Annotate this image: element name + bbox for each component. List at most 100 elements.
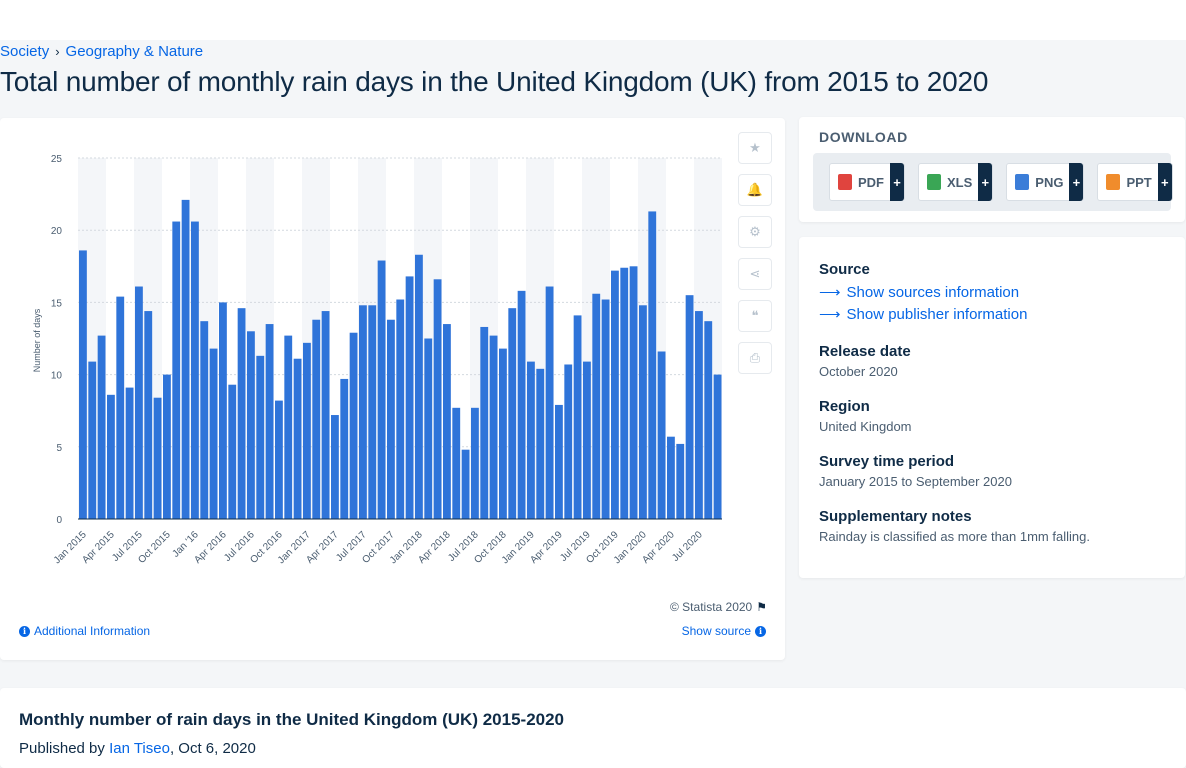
bar [191, 221, 199, 519]
bar [583, 361, 591, 519]
print-icon[interactable]: ⎙ [738, 342, 772, 374]
bar [172, 221, 181, 519]
breadcrumb-geography-link[interactable]: Geography & Nature [65, 43, 204, 60]
download-pdf-button[interactable]: PDF + [829, 163, 905, 201]
bar [648, 211, 657, 519]
show-publisher-label: Show publisher information [846, 305, 1028, 323]
show-source-link[interactable]: Show source i [682, 624, 766, 638]
bar [340, 378, 349, 519]
bar [620, 267, 629, 519]
download-buttons: PDF + XLS + PNG + PPT + [813, 153, 1173, 211]
settings-icon[interactable]: ⚙ [738, 216, 772, 248]
bar [592, 293, 601, 519]
bar [555, 404, 563, 519]
download-label: PPT [1126, 174, 1152, 190]
info-icon: i [19, 625, 30, 637]
release-section: Release date October 2020 [819, 343, 911, 379]
region-value: United Kingdom [819, 419, 912, 434]
bar [471, 407, 479, 519]
download-ppt-button[interactable]: PPT + [1097, 163, 1173, 201]
xls-file-icon [927, 174, 941, 190]
share-icon[interactable]: ⋖ [738, 258, 772, 290]
survey-heading: Survey time period [819, 453, 955, 470]
bar [321, 311, 330, 519]
bar [312, 319, 321, 519]
bar [256, 355, 265, 519]
bar [387, 319, 395, 519]
favorite-icon[interactable]: ★ [738, 132, 772, 164]
bar [611, 270, 619, 519]
bar [639, 305, 647, 519]
bar [265, 324, 274, 519]
bar [293, 358, 302, 519]
breadcrumb-separator: › [55, 44, 60, 59]
publication-date: , Oct 6, 2020 [169, 740, 256, 757]
bar [704, 321, 713, 519]
survey-value: January 2015 to September 2020 [819, 474, 1012, 489]
release-heading: Release date [819, 343, 911, 360]
show-publisher-link[interactable]: ⟶ Show publisher information [819, 305, 1028, 324]
pdf-file-icon [838, 174, 852, 190]
source-panel: Source ⟶ Show sources information ⟶ Show… [799, 237, 1185, 578]
bell-icon[interactable]: 🔔 [738, 174, 772, 206]
bar [676, 443, 685, 519]
download-label: PDF [858, 174, 884, 190]
bar [499, 348, 507, 519]
download-xls-button[interactable]: XLS + [918, 163, 994, 201]
bar [116, 296, 125, 519]
chart-card: 0 5 10 15 20 25 Jan 2015 Apr 2015 Jul 2015 Oct 20… [0, 118, 785, 660]
bar [200, 321, 209, 519]
bar [275, 400, 283, 519]
bar [536, 368, 545, 519]
notes-heading: Supplementary notes [819, 508, 972, 525]
bar [573, 315, 582, 519]
bar [527, 361, 535, 519]
bar [219, 302, 227, 519]
download-label: XLS [947, 174, 973, 190]
breadcrumb-society-link[interactable]: Society [0, 43, 50, 60]
notes-section: Supplementary notes Rainday is classifie… [819, 508, 1090, 544]
source-heading: Source [819, 261, 870, 278]
download-title: DOWNLOAD [819, 129, 908, 145]
bar [424, 338, 433, 519]
bar [433, 279, 442, 519]
notes-value: Rainday is classified as more than 1mm f… [819, 529, 1090, 544]
download-png-button[interactable]: PNG + [1006, 163, 1085, 201]
chart-tools: ★ 🔔 ⚙ ⋖ ❝ ⎙ [738, 132, 772, 374]
premium-plus-icon: + [1157, 163, 1172, 201]
additional-info-link[interactable]: i Additional Information [19, 624, 150, 638]
download-label: PNG [1035, 174, 1064, 190]
cite-icon[interactable]: ❝ [738, 300, 772, 332]
bar [228, 384, 237, 519]
bar [415, 254, 423, 520]
bar [461, 449, 470, 519]
flag-icon[interactable]: ⚑ [756, 600, 767, 614]
bar [480, 326, 489, 519]
bar [443, 324, 451, 519]
y-tick-label: 15 [51, 298, 63, 309]
show-sources-link[interactable]: ⟶ Show sources information [819, 283, 1027, 302]
bar [79, 250, 87, 519]
bar [695, 311, 703, 519]
x-tick-label: Jul 2020 [670, 529, 705, 564]
region-section: Region United Kingdom [819, 398, 912, 434]
bar [489, 335, 498, 519]
bar [359, 305, 367, 519]
download-panel: DOWNLOAD PDF + XLS + PNG + PPT + [799, 117, 1185, 222]
show-source-label: Show source [681, 624, 751, 638]
copyright-note: © Statista 2020 ⚑ [670, 600, 767, 614]
y-tick-label: 25 [51, 154, 63, 165]
bar [564, 364, 573, 519]
premium-plus-icon: + [890, 163, 904, 201]
y-tick-label: 10 [51, 371, 63, 382]
bar [331, 415, 339, 519]
additional-info-label: Additional Information [34, 624, 151, 638]
published-by-label: Published by [19, 740, 105, 757]
bar [601, 299, 610, 519]
bar [368, 305, 377, 519]
bar [629, 266, 638, 519]
bar [396, 299, 405, 519]
bar [181, 199, 190, 519]
author-link[interactable]: Ian Tiseo [109, 740, 170, 757]
